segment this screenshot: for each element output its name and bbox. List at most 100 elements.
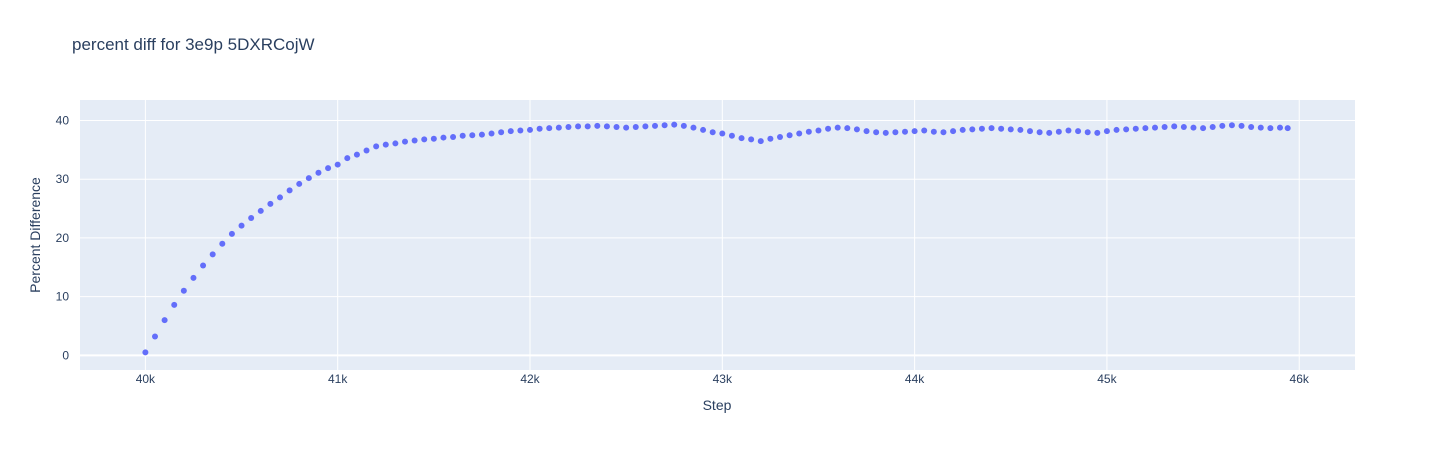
scatter-point [594, 122, 601, 129]
scatter-point [152, 333, 158, 340]
y-axis-ticks: 0 10 20 30 40 [56, 114, 70, 363]
scatter-point [805, 128, 812, 135]
scatter-point [228, 230, 235, 237]
scatter-point [190, 274, 197, 281]
scatter-point [911, 128, 918, 135]
scatter-point [363, 147, 370, 154]
grid-lines [80, 100, 1355, 370]
data-points [142, 121, 1291, 356]
scatter-point [209, 251, 216, 258]
scatter-point [978, 125, 985, 132]
scatter-point [1046, 129, 1053, 136]
scatter-point [584, 123, 591, 130]
scatter-point [1113, 126, 1120, 133]
scatter-point [180, 287, 187, 294]
scatter-point [1257, 124, 1264, 131]
scatter-point [1075, 128, 1082, 135]
scatter-point [498, 129, 505, 136]
scatter-point [536, 125, 543, 132]
x-tick-label: 40k [136, 372, 156, 386]
scatter-point [661, 122, 668, 129]
y-tick-label: 30 [56, 172, 70, 186]
scatter-point [1161, 124, 1168, 130]
scatter-point [469, 132, 476, 139]
scatter-point [1248, 124, 1255, 130]
chart-title: percent diff for 3e9p 5DXRCojW [72, 35, 315, 54]
scatter-point [305, 175, 312, 182]
scatter-point [1209, 124, 1216, 130]
scatter-point [719, 130, 726, 137]
scatter-point [507, 128, 514, 135]
scatter-point [853, 126, 860, 133]
scatter-point [844, 125, 851, 132]
scatter-point [1132, 125, 1139, 132]
scatter-point [315, 169, 322, 176]
scatter-point [632, 124, 639, 130]
scatter-point [940, 129, 947, 136]
scatter-point [988, 125, 995, 132]
scatter-point [450, 133, 457, 140]
x-tick-label: 41k [328, 372, 348, 386]
scatter-point [863, 128, 870, 135]
scatter-point [1180, 124, 1187, 130]
scatter-point [286, 187, 293, 194]
scatter-point [430, 135, 437, 142]
scatter-point [815, 127, 822, 134]
scatter-point [757, 138, 764, 145]
scatter-point [921, 127, 928, 134]
scatter-point [171, 301, 178, 308]
scatter-point [238, 222, 245, 229]
scatter-point [161, 317, 168, 324]
scatter-point [1007, 126, 1014, 133]
scatter-point [959, 126, 966, 133]
scatter-point [825, 125, 832, 132]
scatter-point [277, 194, 283, 201]
scatter-point [1094, 129, 1101, 136]
x-tick-label: 44k [905, 372, 925, 386]
y-axis-title: Percent Difference [27, 177, 43, 293]
scatter-point [373, 143, 380, 150]
scatter-point [1152, 124, 1158, 131]
scatter-point [488, 130, 495, 137]
scatter-point [950, 128, 957, 135]
x-axis-ticks: 40k 41k 42k 43k 44k 45k 46k [136, 372, 1310, 386]
scatter-point [603, 123, 610, 130]
scatter-point [690, 124, 697, 131]
y-tick-label: 10 [56, 290, 70, 304]
scatter-point [613, 124, 620, 130]
scatter-point [334, 161, 341, 168]
scatter-point [344, 155, 351, 162]
scatter-point [411, 137, 418, 144]
scatter-point [882, 129, 889, 136]
scatter-point [680, 122, 687, 129]
scatter-point [728, 132, 735, 139]
scatter-point [392, 140, 399, 147]
scatter-point [1103, 128, 1110, 135]
scatter-point [834, 124, 841, 131]
scatter-point [1284, 125, 1291, 132]
scatter-point [671, 121, 678, 128]
scatter-point [402, 138, 408, 145]
scatter-point [786, 132, 793, 139]
y-tick-label: 40 [56, 114, 70, 128]
scatter-point [257, 207, 264, 214]
scatter-point [353, 151, 360, 158]
scatter-point [421, 136, 428, 143]
scatter-point [325, 165, 332, 172]
scatter-point [565, 124, 572, 130]
scatter-point [200, 262, 207, 269]
scatter-point [709, 129, 716, 136]
scatter-point [248, 214, 255, 221]
scatter-point [296, 180, 303, 187]
scatter-point [892, 129, 899, 136]
scatter-point [440, 134, 447, 141]
scatter-point [623, 124, 630, 131]
scatter-point [767, 135, 774, 142]
scatter-point [1238, 122, 1245, 129]
scatter-point [969, 126, 976, 133]
scatter-point [748, 136, 755, 143]
scatter-point [930, 128, 937, 135]
scatter-point [1036, 129, 1043, 136]
